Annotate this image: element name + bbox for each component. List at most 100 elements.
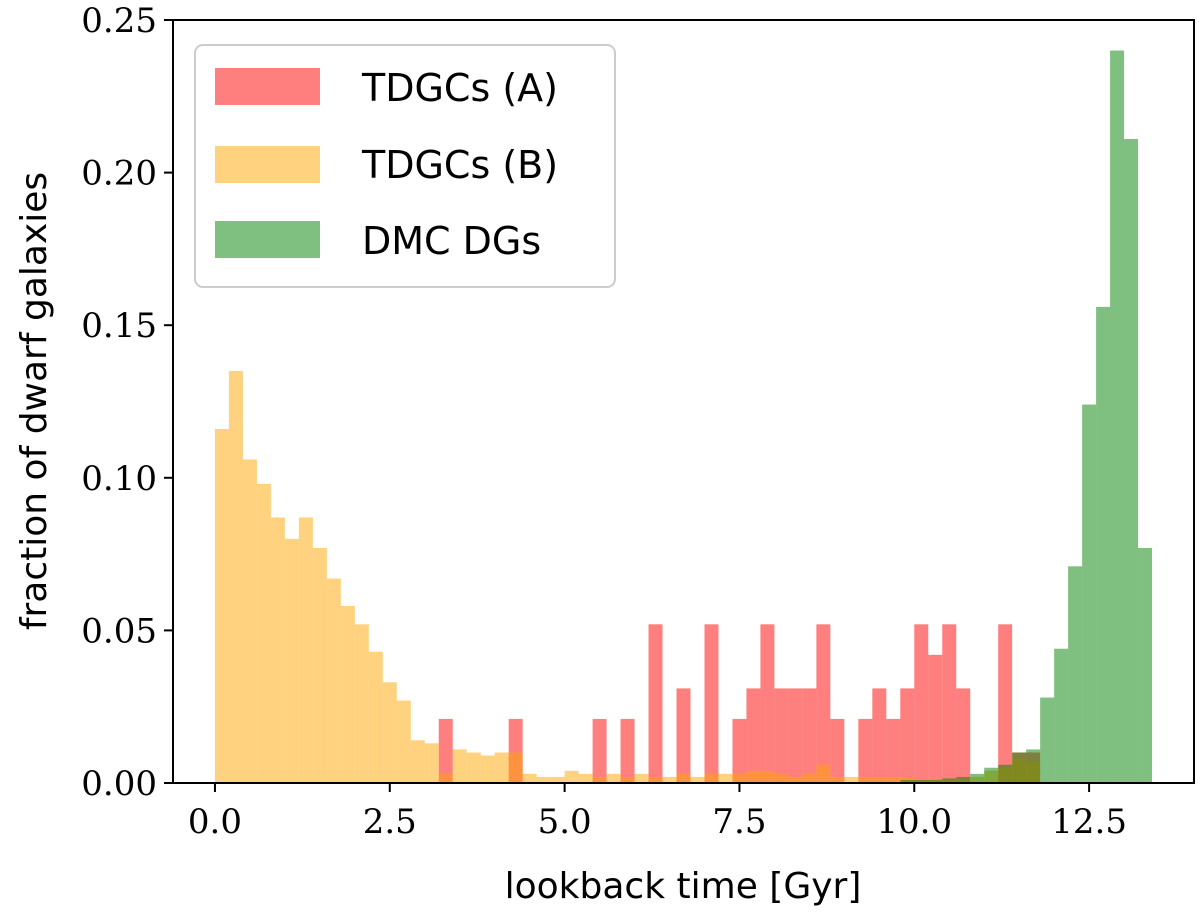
bar-tdgcs-b-6	[298, 517, 313, 783]
bar-tdgcs-a-4	[648, 624, 663, 783]
bar-tdgcs-b-36	[718, 773, 733, 783]
bar-tdgcs-b-32	[662, 776, 677, 783]
legend-label-tdgcs-b: TDGCs (B)	[361, 143, 558, 187]
bar-tdgcs-b-11	[368, 651, 383, 783]
legend-swatch-tdgcs-b	[215, 146, 320, 183]
bars-layer	[214, 50, 1153, 783]
bar-tdgcs-b-48	[886, 776, 901, 783]
bar-dmc-dgs-10	[1040, 697, 1055, 783]
bar-tdgcs-b-37	[732, 773, 747, 783]
bar-tdgcs-b-21	[508, 752, 523, 783]
bar-dmc-dgs-5	[970, 773, 985, 783]
y-tick-label: 0.15	[81, 306, 157, 346]
bar-dmc-dgs-13	[1082, 404, 1097, 783]
bar-tdgcs-b-26	[578, 773, 593, 783]
legend: TDGCs (A) TDGCs (B) DMC DGs	[194, 44, 616, 288]
y-tick-label: 0.05	[81, 611, 157, 651]
x-tick-label: 12.5	[1051, 802, 1127, 842]
bar-tdgcs-b-19	[480, 755, 495, 783]
legend-swatch-tdgcs-a	[215, 68, 320, 105]
bar-tdgcs-a-23	[998, 624, 1013, 783]
bar-tdgcs-b-27	[592, 776, 607, 783]
legend-label-tdgcs-a: TDGCs (A)	[361, 66, 558, 110]
bar-tdgcs-b-1	[228, 370, 243, 783]
bar-dmc-dgs-14	[1096, 306, 1111, 783]
bar-tdgcs-a-13	[816, 624, 831, 783]
bar-tdgcs-b-33	[676, 773, 691, 783]
bar-tdgcs-a-16	[872, 688, 887, 783]
x-tick-label: 10.0	[876, 802, 952, 842]
bar-tdgcs-b-22	[522, 773, 537, 783]
bar-dmc-dgs-4	[956, 776, 971, 783]
bar-dmc-dgs-0	[900, 779, 915, 783]
bar-tdgcs-b-30	[634, 773, 649, 783]
bar-tdgcs-b-16	[438, 773, 453, 783]
bar-tdgcs-b-29	[620, 776, 635, 783]
y-axis-ticks: 0.00 0.05 0.10 0.15 0.20 0.25	[81, 1, 173, 804]
bar-tdgcs-b-41	[788, 776, 803, 783]
bar-dmc-dgs-9	[1026, 749, 1041, 783]
bar-tdgcs-b-3	[256, 483, 271, 783]
y-tick-label: 0.10	[81, 459, 157, 499]
bar-tdgcs-a-7	[732, 718, 747, 783]
bar-tdgcs-b-2	[242, 459, 257, 783]
bar-tdgcs-b-9	[340, 605, 355, 783]
bar-tdgcs-a-6	[704, 624, 719, 783]
bar-tdgcs-a-22	[956, 688, 971, 783]
bar-tdgcs-a-5	[676, 688, 691, 783]
x-axis-ticks: 0.0 2.5 5.0 7.5 10.0 12.5	[188, 783, 1127, 842]
bar-tdgcs-b-4	[270, 517, 285, 783]
x-tick-label: 2.5	[363, 802, 417, 842]
bar-tdgcs-b-45	[844, 776, 859, 783]
bar-tdgcs-b-13	[396, 700, 411, 783]
x-tick-label: 5.0	[538, 802, 592, 842]
bar-tdgcs-b-12	[382, 682, 397, 783]
x-tick-label: 7.5	[712, 802, 766, 842]
bar-tdgcs-b-10	[354, 624, 369, 783]
bar-tdgcs-a-12	[802, 688, 817, 783]
bar-tdgcs-a-17	[886, 718, 901, 783]
bar-tdgcs-a-10	[774, 688, 789, 783]
bar-tdgcs-b-8	[326, 578, 341, 783]
bar-tdgcs-b-20	[494, 752, 509, 783]
bar-tdgcs-a-14	[830, 718, 845, 783]
bar-tdgcs-b-42	[802, 773, 817, 783]
bar-tdgcs-b-39	[760, 770, 775, 783]
y-tick-label: 0.00	[81, 764, 157, 804]
bar-tdgcs-b-0	[214, 428, 229, 783]
bar-tdgcs-b-31	[648, 776, 663, 783]
bar-tdgcs-b-5	[284, 538, 299, 783]
bar-tdgcs-b-17	[452, 749, 467, 783]
bar-tdgcs-b-25	[564, 770, 579, 783]
bar-tdgcs-b-7	[312, 548, 327, 783]
bar-tdgcs-b-28	[606, 773, 621, 783]
bar-tdgcs-a-0	[438, 718, 453, 783]
bar-dmc-dgs-3	[942, 778, 957, 783]
plot-frame	[172, 19, 1195, 784]
bar-tdgcs-b-18	[466, 752, 481, 783]
bar-tdgcs-b-34	[690, 776, 705, 783]
bar-tdgcs-b-24	[550, 776, 565, 783]
x-tick-label: 0.0	[188, 802, 242, 842]
bar-tdgcs-a-21	[942, 624, 957, 783]
bar-tdgcs-a-8	[746, 688, 761, 783]
bar-tdgcs-a-18	[900, 688, 915, 783]
bar-tdgcs-b-23	[536, 776, 551, 783]
bar-dmc-dgs-12	[1068, 566, 1083, 783]
bar-dmc-dgs-6	[984, 767, 999, 783]
bar-tdgcs-a-3	[620, 718, 635, 783]
bar-tdgcs-b-35	[704, 773, 719, 783]
bar-tdgcs-a-9	[760, 624, 775, 783]
bar-tdgcs-a-2	[592, 718, 607, 783]
bar-tdgcs-b-38	[746, 770, 761, 783]
bar-dmc-dgs-16	[1124, 139, 1139, 783]
bar-tdgcs-a-15	[858, 718, 873, 783]
y-tick-label: 0.25	[81, 1, 157, 41]
bar-tdgcs-a-11	[788, 688, 803, 783]
bar-tdgcs-a-19	[914, 624, 929, 783]
bar-tdgcs-b-40	[774, 773, 789, 783]
bar-dmc-dgs-2	[928, 779, 943, 783]
legend-swatch-dmc-dgs	[215, 221, 320, 258]
y-axis-label: fraction of dwarf galaxies	[14, 172, 55, 630]
